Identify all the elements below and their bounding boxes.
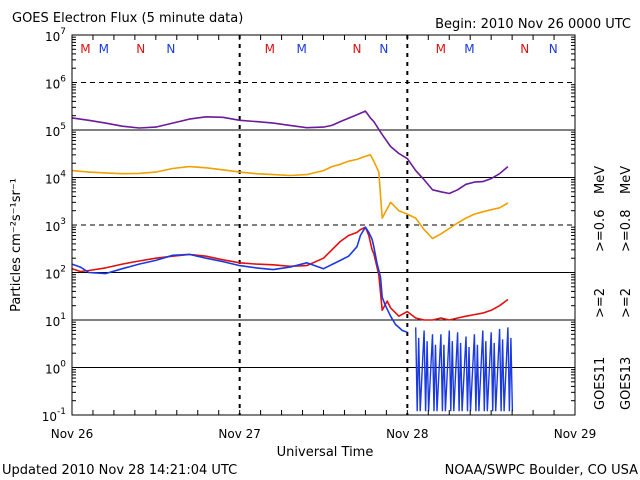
grid-layer xyxy=(72,35,575,415)
y-tick-base: 10 xyxy=(45,78,60,92)
credit-label: NOAA/SWPC Boulder, CO USA xyxy=(445,463,638,478)
legend: GOES11 GOES13 >=2 >=2 >=0.6 >=0.8 MeV Me… xyxy=(593,166,634,410)
series-line-0 xyxy=(71,110,509,195)
series-noise-4 xyxy=(415,327,514,412)
y-tick-base: 10 xyxy=(45,363,60,377)
legend-08mev: >=0.8 xyxy=(619,210,634,252)
series-line-3 xyxy=(71,226,408,334)
y-tick-exponent: 6 xyxy=(60,75,66,85)
mn-marker: N xyxy=(136,42,145,56)
legend-goes11: GOES11 xyxy=(593,357,608,410)
y-tick-exponent: 2 xyxy=(60,265,66,275)
y-tick-label: 107 xyxy=(45,27,66,44)
x-tick-label: Nov 29 xyxy=(554,427,597,441)
mn-marker: N xyxy=(520,42,529,56)
y-tick-base: 10 xyxy=(45,268,60,282)
updated-label: Updated 2010 Nov 28 14:21:04 UTC xyxy=(2,463,237,478)
x-tick-label: Nov 28 xyxy=(386,427,429,441)
y-tick-exponent: -1 xyxy=(57,407,66,417)
mn-marker: M xyxy=(297,42,307,56)
y-tick-label: 101 xyxy=(45,312,66,329)
mn-marker: M xyxy=(464,42,474,56)
x-axis-label: Universal Time xyxy=(277,445,374,460)
begin-label: Begin: 2010 Nov 26 0000 UTC xyxy=(435,17,631,32)
series-line-1 xyxy=(71,154,509,240)
y-tick-base: 10 xyxy=(42,410,57,424)
mn-marker: M xyxy=(265,42,275,56)
mn-marker: M xyxy=(436,42,446,56)
y-tick-exponent: 4 xyxy=(60,170,66,180)
legend-unit-1: MeV xyxy=(593,166,608,194)
y-tick-label: 10-1 xyxy=(42,407,66,424)
y-tick-exponent: 5 xyxy=(60,122,66,132)
y-tick-label: 106 xyxy=(45,75,66,92)
y-tick-base: 10 xyxy=(45,220,60,234)
legend-unit-2: MeV xyxy=(619,166,634,194)
mn-marker: M xyxy=(80,42,90,56)
plot-frame xyxy=(71,34,576,416)
y-tick-exponent: 7 xyxy=(60,27,66,37)
legend-06mev: >=0.6 xyxy=(593,210,608,252)
y-axis-label: Particles cm⁻²s⁻¹sr⁻¹ xyxy=(9,178,24,312)
series-line-2 xyxy=(71,226,509,321)
mn-marker: N xyxy=(549,42,558,56)
x-tick-label: Nov 27 xyxy=(218,427,261,441)
legend-goes13: GOES13 xyxy=(619,357,634,410)
y-tick-base: 10 xyxy=(45,173,60,187)
y-tick-label: 104 xyxy=(45,170,66,187)
mn-marker: M xyxy=(99,42,109,56)
y-tick-label: 100 xyxy=(45,360,66,377)
y-tick-exponent: 1 xyxy=(60,312,66,322)
y-tick-label: 103 xyxy=(45,217,66,234)
y-tick-base: 10 xyxy=(45,315,60,329)
mn-marker: N xyxy=(166,42,175,56)
mn-marker: N xyxy=(353,42,362,56)
y-tick-label: 102 xyxy=(45,265,66,282)
y-tick-label: 105 xyxy=(45,122,66,139)
y-tick-exponent: 3 xyxy=(60,217,66,227)
chart-title: GOES Electron Flux (5 minute data) xyxy=(12,11,243,26)
legend-goes11-2mev: >=2 xyxy=(593,288,608,318)
y-tick-exponent: 0 xyxy=(60,360,66,370)
legend-goes13-2mev: >=2 xyxy=(619,288,634,318)
series-layer xyxy=(71,110,514,412)
y-tick-base: 10 xyxy=(45,30,60,44)
y-tick-base: 10 xyxy=(45,125,60,139)
mn-marker: N xyxy=(379,42,388,56)
x-tick-label: Nov 26 xyxy=(51,427,94,441)
